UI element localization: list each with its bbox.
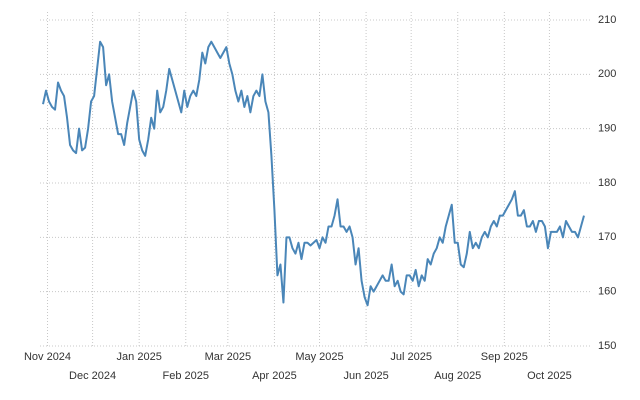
y-tick-label: 180 <box>598 177 616 189</box>
x-tick-label: Nov 2024 <box>24 351 71 363</box>
price-line <box>42 40 585 307</box>
x-tick-label: Sep 2025 <box>481 351 528 363</box>
x-tick-label: May 2025 <box>295 351 343 363</box>
x-tick-label: Feb 2025 <box>163 370 209 382</box>
y-tick-label: 210 <box>598 14 616 26</box>
y-tick-label: 160 <box>598 286 616 298</box>
x-tick-label: Mar 2025 <box>205 351 251 363</box>
x-tick-label: Jan 2025 <box>117 351 162 363</box>
y-tick-label: 190 <box>598 123 616 135</box>
x-tick-label: Oct 2025 <box>527 370 572 382</box>
y-tick-label: 200 <box>598 68 616 80</box>
x-tick-label: Apr 2025 <box>252 370 297 382</box>
x-tick-label: Aug 2025 <box>434 370 481 382</box>
y-tick-label: 170 <box>598 231 616 243</box>
x-tick-label: Jun 2025 <box>343 370 388 382</box>
x-tick-label: Dec 2024 <box>69 370 116 382</box>
x-tick-label: Jul 2025 <box>390 351 432 363</box>
y-tick-label: 150 <box>598 340 616 352</box>
